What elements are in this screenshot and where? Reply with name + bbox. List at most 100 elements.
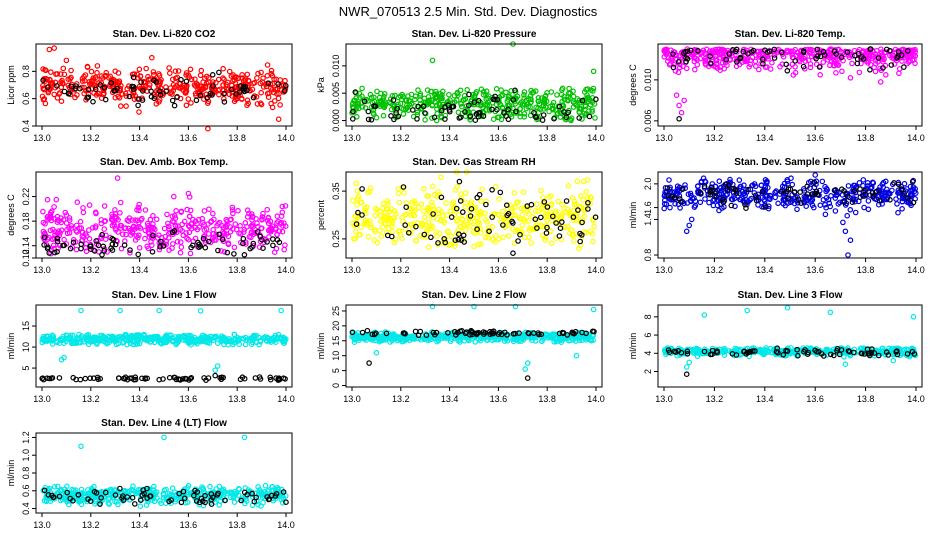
data-point [813, 61, 820, 67]
data-point [747, 186, 754, 193]
data-point [792, 64, 798, 70]
data-point [381, 213, 388, 219]
data-point [156, 246, 163, 253]
data-point [785, 195, 791, 202]
y-tick-label: 20 [331, 321, 341, 331]
data-point [377, 227, 383, 234]
data-point [571, 198, 578, 205]
series-sub [353, 178, 599, 257]
data-point [525, 330, 532, 336]
panel-title: Stan. Dev. Amb. Box Temp. [100, 157, 228, 168]
data-point [221, 249, 228, 255]
y-tick-label: 5 [331, 368, 341, 373]
data-point [844, 212, 851, 219]
data-point [854, 56, 861, 63]
data-point [409, 107, 416, 113]
data-point [704, 348, 711, 354]
data-point [246, 210, 252, 217]
data-point [144, 375, 151, 382]
data-point [675, 69, 682, 76]
data-point [89, 78, 95, 84]
data-point [493, 233, 499, 239]
x-tick-label: 13.0 [33, 394, 51, 404]
data-point [580, 197, 587, 203]
data-point [823, 204, 829, 211]
data-point [108, 80, 115, 86]
data-point [213, 237, 219, 243]
x-tick-label: 13.8 [228, 265, 246, 275]
x-tick-label: 13.6 [490, 133, 508, 143]
data-point [794, 346, 800, 353]
data-point [737, 348, 744, 355]
data-point [240, 235, 247, 242]
x-tick-label: 14.0 [587, 133, 605, 143]
data-point [265, 220, 272, 227]
data-point [282, 77, 288, 84]
data-point [701, 348, 708, 355]
data-point [281, 88, 288, 94]
data-point [407, 221, 414, 228]
data-point [201, 222, 207, 228]
data-point [521, 111, 528, 117]
data-point-outlier [812, 172, 819, 178]
panel-title: Stan. Dev. Gas Stream RH [412, 157, 535, 168]
data-point [512, 212, 518, 219]
data-point [475, 110, 481, 116]
y-tick-label: 15 [21, 321, 31, 331]
data-point [178, 209, 185, 215]
data-point [907, 200, 914, 207]
data-point [714, 348, 720, 355]
data-point [695, 183, 701, 189]
data-point [713, 189, 719, 195]
data-point-outlier [278, 307, 284, 314]
data-point [215, 76, 222, 83]
data-point [767, 66, 774, 72]
data-point [503, 202, 510, 209]
data-point [280, 375, 287, 382]
data-point [422, 110, 428, 116]
series-main [349, 41, 598, 124]
data-point [747, 197, 753, 203]
y-axis-label: degrees C [628, 64, 638, 106]
data-point [129, 375, 135, 381]
x-tick-label: 13.6 [180, 265, 198, 275]
x-tick-label: 13.4 [441, 265, 459, 275]
data-point [273, 375, 279, 381]
x-tick-label: 13.4 [756, 133, 774, 143]
data-point [865, 183, 871, 189]
x-tick-label: 13.2 [82, 394, 100, 404]
data-point [587, 194, 594, 201]
data-point [77, 218, 84, 225]
y-tick-label: 0.18 [21, 212, 31, 230]
data-point [758, 60, 764, 67]
data-point [755, 66, 762, 73]
data-point [198, 67, 205, 74]
data-point [474, 210, 480, 216]
data-point [67, 245, 74, 252]
data-point [111, 88, 117, 94]
data-point [93, 92, 100, 98]
data-point [586, 108, 592, 114]
data-point [708, 184, 715, 191]
data-point [723, 56, 729, 63]
data-point [857, 186, 863, 192]
data-point [812, 190, 819, 197]
data-point [97, 336, 104, 343]
data-point [457, 328, 464, 335]
data-point [275, 95, 282, 102]
data-point [694, 61, 701, 68]
data-point [265, 80, 272, 87]
data-point [40, 228, 47, 235]
data-point [682, 182, 688, 188]
data-point [582, 103, 589, 110]
data-point [463, 103, 470, 109]
data-point [118, 222, 125, 229]
data-point [565, 109, 572, 116]
data-point [457, 198, 464, 204]
data-point [368, 117, 375, 123]
data-point [403, 102, 410, 109]
data-point-outlier [117, 307, 123, 314]
data-point [691, 204, 698, 210]
data-point [258, 503, 264, 509]
data-point [784, 348, 791, 354]
